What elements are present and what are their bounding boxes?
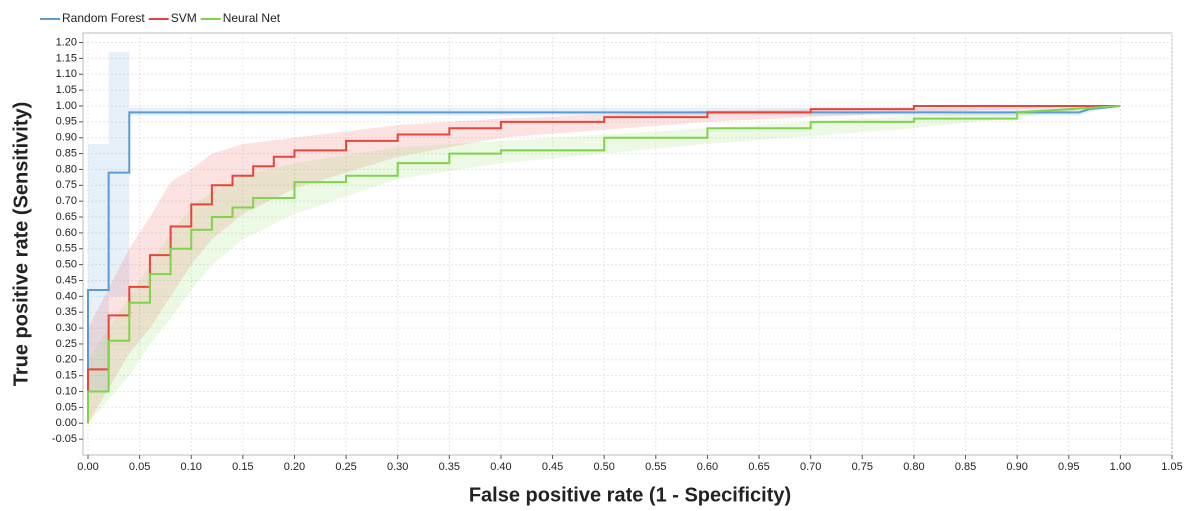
y-tick-label: 0.25 (56, 338, 77, 350)
y-tick-label: 0.95 (56, 116, 77, 128)
x-tick-label: 1.00 (1110, 461, 1131, 473)
x-tick-label: 0.85 (955, 461, 976, 473)
y-tick-label: 0.85 (56, 147, 77, 159)
x-tick-label: 0.25 (335, 461, 356, 473)
x-tick-label: 0.10 (181, 461, 202, 473)
y-tick-label: 0.45 (56, 274, 77, 286)
x-tick-label: 0.70 (800, 461, 821, 473)
y-tick-label: 1.10 (56, 68, 77, 80)
y-tick-label: 0.60 (56, 227, 77, 239)
plot-area (82, 32, 1173, 456)
x-tick-label: 0.40 (490, 461, 511, 473)
y-tick-label: 0.70 (56, 195, 77, 207)
x-tick-label: 0.35 (439, 461, 460, 473)
y-tick-label: 0.00 (56, 417, 77, 429)
x-tick-label: 0.95 (1058, 461, 1079, 473)
x-tick-label: 1.05 (1161, 461, 1182, 473)
confidence-band (88, 105, 1121, 424)
legend-label: Neural Net (223, 11, 281, 25)
x-tick-label: 0.15 (232, 461, 253, 473)
y-tick-label: 0.80 (56, 163, 77, 175)
x-tick-label: 0.90 (1006, 461, 1027, 473)
x-tick-label: 0.05 (129, 461, 150, 473)
y-tick-label: 0.50 (56, 259, 77, 271)
x-tick-label: 0.65 (748, 461, 769, 473)
y-tick-label: -0.05 (52, 433, 77, 445)
y-tick-label: 0.20 (56, 354, 77, 366)
y-tick-label: 0.55 (56, 243, 77, 255)
y-tick-label: 0.75 (56, 179, 77, 191)
y-tick-label: 0.35 (56, 306, 77, 318)
y-tick-label: 0.05 (56, 401, 77, 413)
y-tick-label: 0.40 (56, 290, 77, 302)
x-tick-label: 0.20 (284, 461, 305, 473)
y-tick-label: 1.20 (56, 36, 77, 48)
legend-label: Random Forest (62, 11, 145, 25)
y-tick-label: 0.90 (56, 132, 77, 144)
x-tick-label: 0.75 (852, 461, 873, 473)
y-axis-title: True positive rate (Sensitivity) (10, 102, 32, 387)
y-tick-label: 1.00 (56, 100, 77, 112)
x-tick-label: 0.50 (593, 461, 614, 473)
x-tick-label: 0.00 (77, 461, 98, 473)
legend-label: SVM (171, 11, 197, 25)
roc-line (87, 104, 1121, 424)
y-tick-label: 1.05 (56, 84, 77, 96)
x-tick-label: 0.80 (903, 461, 924, 473)
y-tick-label: 0.15 (56, 370, 77, 382)
x-tick-label: 0.45 (542, 461, 563, 473)
y-tick-label: 0.10 (56, 385, 77, 397)
x-tick-label: 0.30 (387, 461, 408, 473)
x-tick-label: 0.55 (645, 461, 666, 473)
x-tick-label: 0.60 (697, 461, 718, 473)
y-tick-label: 1.15 (56, 52, 77, 64)
roc-line (87, 104, 1121, 424)
y-tick-label: 0.65 (56, 211, 77, 223)
x-axis-title: False positive rate (1 - Specificity) (469, 484, 791, 506)
y-tick-label: 0.30 (56, 322, 77, 334)
